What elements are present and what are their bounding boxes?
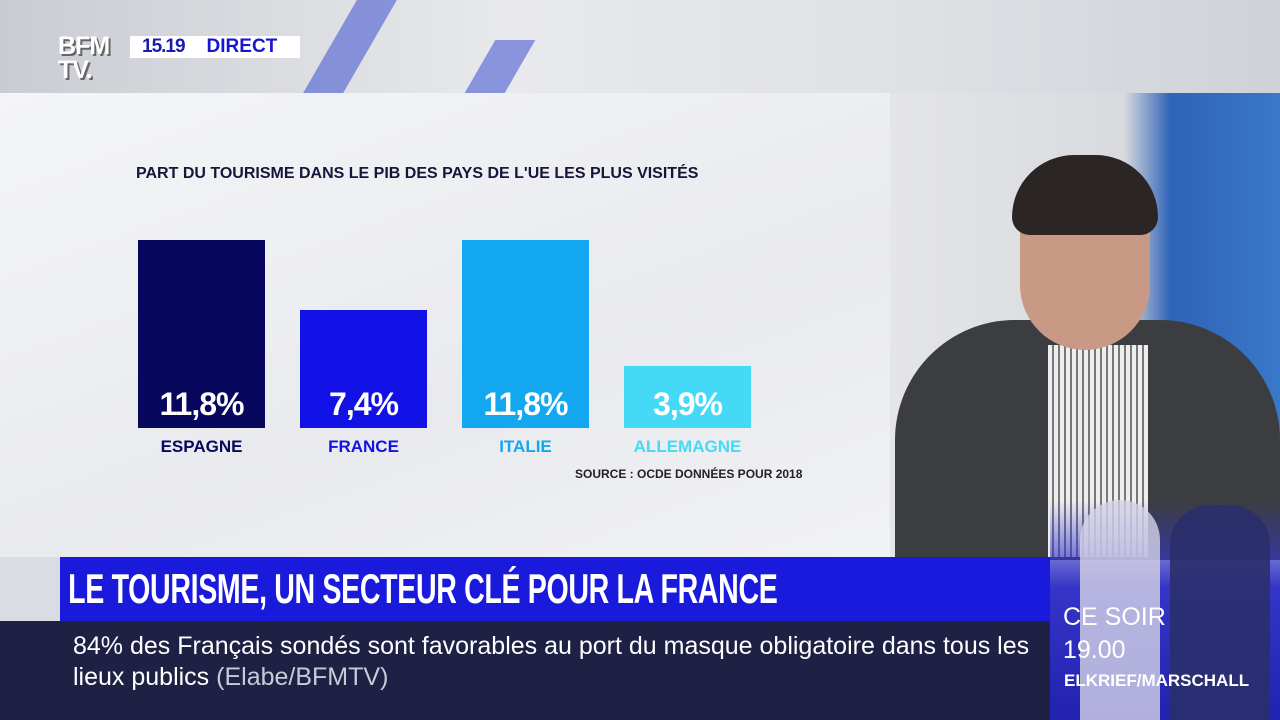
presenter-hair <box>1012 155 1158 235</box>
news-ticker: 84% des Français sondés sont favorables … <box>0 621 1050 720</box>
promo-host-right <box>1170 505 1270 720</box>
promo-host-left <box>1080 500 1160 720</box>
ticker-source: (Elabe/BFMTV) <box>216 663 389 691</box>
backdrop-stripe <box>464 40 536 93</box>
bar-france <box>300 310 427 428</box>
data-label: 7,4% <box>329 386 399 422</box>
bar-italie <box>462 240 589 428</box>
category-label: FRANCE <box>328 437 399 456</box>
bar-allemagne <box>624 365 751 428</box>
chart-title: PART DU TOURISME DANS LE PIB DES PAYS DE… <box>136 165 699 182</box>
live-label: DIRECT <box>206 36 278 57</box>
bar-espagne <box>138 240 265 428</box>
promo-time: 19.00 <box>1063 636 1126 664</box>
headline-text: LE TOURISME, UN SECTEUR CLÉ POUR LA FRAN… <box>68 565 778 612</box>
clock: 15.19 <box>142 36 186 57</box>
data-label: 11,8% <box>159 386 245 422</box>
headline-banner: LE TOURISME, UN SECTEUR CLÉ POUR LA FRAN… <box>60 557 1050 621</box>
chart-source: SOURCE : OCDE DONNÉES POUR 2018 <box>575 467 803 481</box>
live-badge: 15.19 DIRECT <box>130 36 300 58</box>
backdrop-stripe <box>303 0 397 93</box>
bfmtv-logo: BFM TV. <box>58 32 110 84</box>
promo-line1: CE SOIR <box>1063 603 1166 631</box>
promo-names: ELKRIEF/MARSCHALL <box>1064 671 1250 690</box>
category-label: ALLEMAGNE <box>633 437 742 456</box>
ticker-text: 84% des Français sondés sont favorables … <box>73 632 1030 691</box>
category-label: ITALIE <box>499 437 552 456</box>
data-label: 11,8% <box>483 386 569 422</box>
chart-panel <box>0 93 890 557</box>
category-label: ESPAGNE <box>160 437 243 456</box>
data-label: 3,9% <box>653 386 723 422</box>
